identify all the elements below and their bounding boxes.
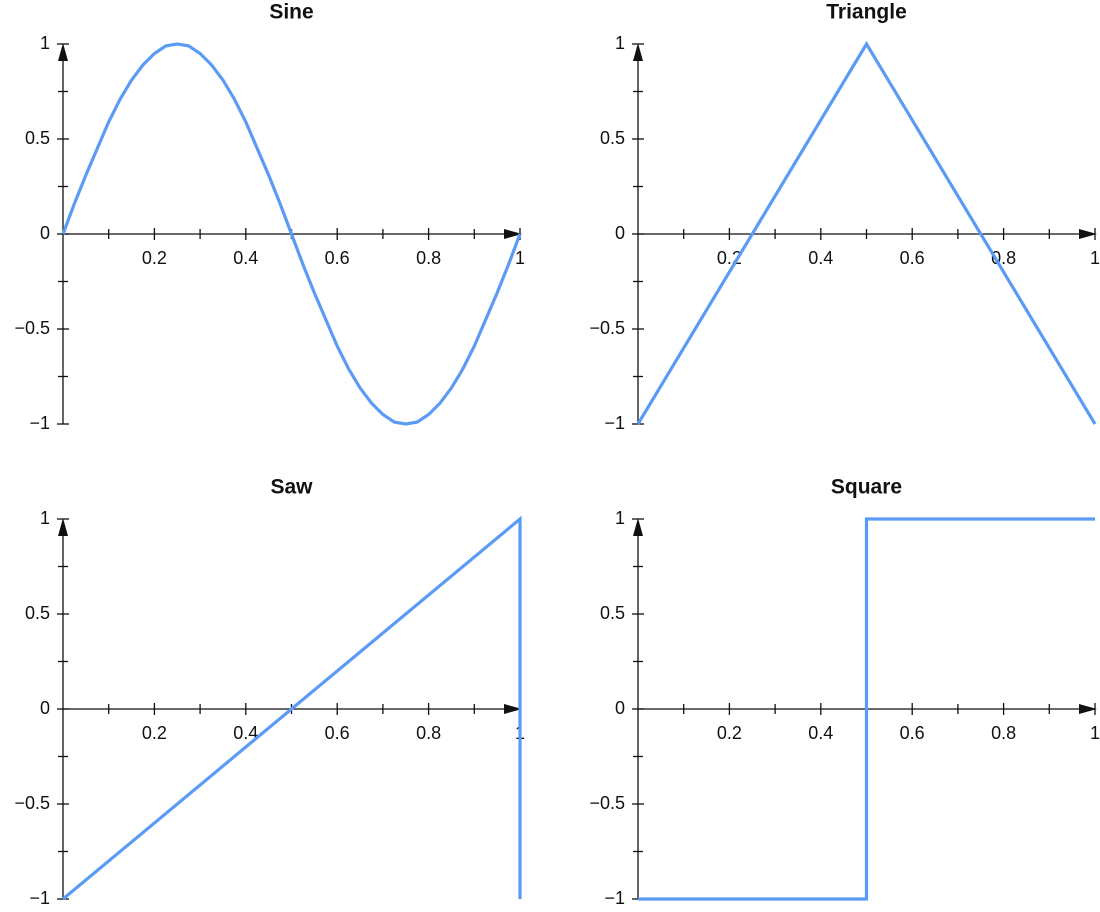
x-tick-label: 0.4 xyxy=(233,248,258,268)
y-axis-arrow xyxy=(633,43,643,61)
y-tick-label: 1 xyxy=(615,33,625,53)
y-tick-label: −0.5 xyxy=(589,793,625,813)
line xyxy=(61,515,522,901)
y-tick-label: 0.5 xyxy=(25,603,50,623)
y-tick-label: 0 xyxy=(615,223,625,243)
x-axis-arrow xyxy=(504,229,522,239)
y-axis-arrow xyxy=(58,43,68,61)
y-tick-label: −1 xyxy=(604,413,625,433)
x-tick-label: 0.2 xyxy=(142,723,167,743)
line xyxy=(636,40,1097,425)
x-tick-label: 1 xyxy=(1090,723,1100,743)
y-tick-label: 0.5 xyxy=(600,128,625,148)
y-tick-label: 0.5 xyxy=(600,603,625,623)
x-tick-label: 0.4 xyxy=(808,723,833,743)
y-tick-label: 0.5 xyxy=(25,128,50,148)
y-tick-label: −1 xyxy=(604,888,625,907)
x-tick-label: 0.6 xyxy=(900,723,925,743)
y-tick-label: 1 xyxy=(40,33,50,53)
y-tick-label: 0 xyxy=(40,223,50,243)
y-tick-label: −0.5 xyxy=(589,318,625,338)
chart-title: Sine xyxy=(269,1,313,24)
line xyxy=(638,517,1095,901)
x-tick-label: 0.4 xyxy=(233,723,258,743)
x-axis-arrow xyxy=(1079,229,1097,239)
x-tick-label: 1 xyxy=(1090,248,1100,268)
y-tick-label: −0.5 xyxy=(14,793,50,813)
y-tick-label: −0.5 xyxy=(14,318,50,338)
y-tick-label: −1 xyxy=(29,413,50,433)
x-tick-label: 0.4 xyxy=(808,248,833,268)
line xyxy=(61,42,522,426)
y-tick-label: 0 xyxy=(40,698,50,718)
x-tick-label: 0.2 xyxy=(717,723,742,743)
x-axis-arrow xyxy=(504,704,522,714)
x-tick-label: 0.6 xyxy=(325,248,350,268)
y-tick-label: 1 xyxy=(40,508,50,528)
y-tick-label: 1 xyxy=(615,508,625,528)
x-tick-label: 0.8 xyxy=(416,723,441,743)
x-tick-label: 0.2 xyxy=(142,248,167,268)
chart-title: Triangle xyxy=(826,1,907,24)
x-tick-label: 0.6 xyxy=(325,723,350,743)
y-axis-arrow xyxy=(633,518,643,536)
chart-title: Saw xyxy=(270,476,313,499)
y-tick-label: −1 xyxy=(29,888,50,907)
x-tick-label: 0.8 xyxy=(991,723,1016,743)
chart-title: Square xyxy=(831,476,902,499)
x-tick-label: 0.6 xyxy=(900,248,925,268)
x-tick-label: 1 xyxy=(515,248,525,268)
x-tick-label: 0.8 xyxy=(416,248,441,268)
x-axis-arrow xyxy=(1079,704,1097,714)
y-tick-label: 0 xyxy=(615,698,625,718)
y-axis-arrow xyxy=(58,518,68,536)
